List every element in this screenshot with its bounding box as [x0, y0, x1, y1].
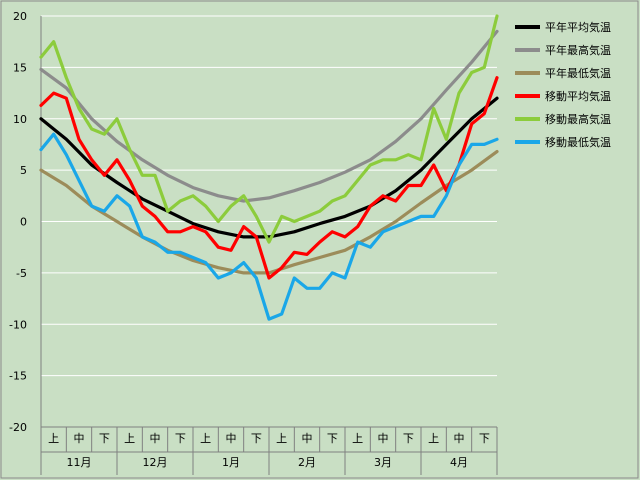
- series-line-5: [39, 14, 499, 244]
- series-line-1: [39, 96, 499, 239]
- x-tick-label: 上: [124, 432, 135, 445]
- x-tick-label: 中: [454, 432, 465, 445]
- x-tick-label: 下: [175, 432, 186, 445]
- y-tick-label: 15: [13, 61, 27, 74]
- y-tick-label: 10: [13, 113, 27, 126]
- x-tick-label: 上: [428, 432, 439, 445]
- y-tick-label: -5: [16, 267, 27, 280]
- x-tick-label: 上: [276, 432, 287, 445]
- legend-label: 平年最低気温: [545, 66, 611, 80]
- y-tick-label: 20: [13, 10, 27, 23]
- legend-label: 平年最高気温: [545, 43, 611, 57]
- x-tick-label: 下: [403, 432, 414, 445]
- x-tick-label: 上: [352, 432, 363, 445]
- x-tick-label: 下: [327, 432, 338, 445]
- x-month-label: 12月: [143, 456, 168, 469]
- x-tick-label: 中: [302, 432, 313, 445]
- y-tick-label: -20: [9, 421, 27, 434]
- x-tick-label: 上: [48, 432, 59, 445]
- x-month-label: 1月: [222, 456, 240, 469]
- x-tick-label: 中: [378, 432, 389, 445]
- x-tick-label: 中: [226, 432, 237, 445]
- grid-lines: [40, 15, 497, 428]
- x-month-label: 3月: [374, 456, 392, 469]
- x-tick-label: 上: [200, 432, 211, 445]
- x-tick-label: 中: [74, 432, 85, 445]
- y-tick-label: -15: [9, 370, 27, 383]
- legend-label: 移動最高気温: [545, 112, 611, 126]
- x-tick-label: 下: [99, 432, 110, 445]
- y-tick-label: -10: [9, 318, 27, 331]
- y-axis-ticks: 20 15 10 5 0 -5 -10 -15 -20: [9, 10, 27, 434]
- legend-label: 移動平均気温: [545, 89, 611, 103]
- x-tick-label: 中: [150, 432, 161, 445]
- y-tick-label: 5: [20, 164, 27, 177]
- x-axis: 上 中 下 上 中 下 上 中 下 上 中 下 上 中 下 上 中 下 11月 12月 1月 2月 3月 4月: [40, 427, 498, 475]
- x-tick-label: 下: [251, 432, 262, 445]
- x-tick-label: 下: [479, 432, 490, 445]
- x-month-label: 11月: [67, 456, 92, 469]
- series-line-4: [39, 76, 499, 280]
- series-lines: [39, 14, 499, 321]
- x-month-label: 4月: [450, 456, 468, 469]
- y-tick-label: 0: [20, 216, 27, 229]
- series-line-6: [39, 132, 499, 321]
- x-month-label: 2月: [298, 456, 316, 469]
- legend-label: 移動最低気温: [545, 135, 611, 149]
- legend-label: 平年平均気温: [545, 20, 611, 34]
- series-line-2: [39, 29, 499, 203]
